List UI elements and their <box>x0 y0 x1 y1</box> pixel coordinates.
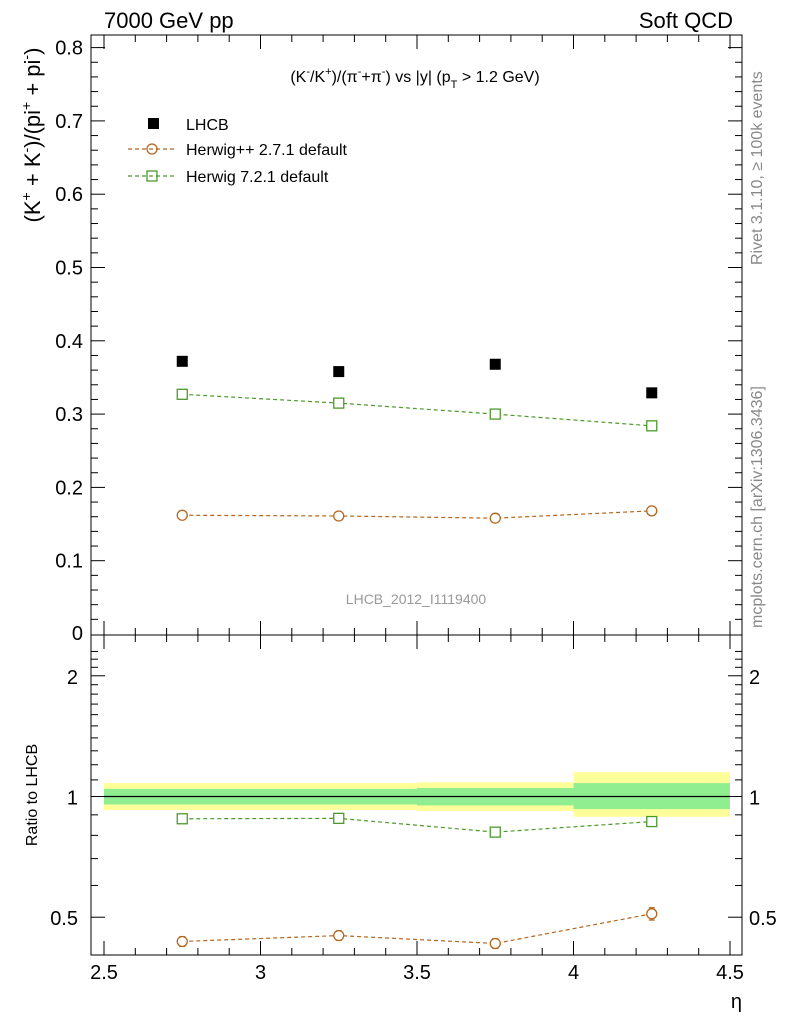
mcplots-label: mcplots.cern.ch [arXiv:1306.3436] <box>749 386 766 628</box>
main-y-tick-label: 0.1 <box>55 551 83 573</box>
main-data-point <box>176 355 188 367</box>
main-series-line <box>182 393 652 427</box>
main-y-tick-label: 0.3 <box>55 404 83 426</box>
x-tick-label: 3 <box>255 962 266 984</box>
main-mc-point <box>489 512 501 524</box>
main-data-point <box>333 366 345 378</box>
legend-label-herwigpp: Herwig++ 2.7.1 default <box>186 142 348 159</box>
main-y-tick-label: 0.2 <box>55 477 83 499</box>
main-mc-point <box>333 397 345 409</box>
legend-label-lhcb: LHCB <box>186 117 229 134</box>
main-plot-panel: 0.1 0.2 0.3 0.4 0.5 0.6 0.7 0.8 0 (K-/K+)/(π-+π-… <box>18 34 743 645</box>
main-series-line <box>182 510 652 519</box>
header-energy-label: 7000 GeV pp <box>104 8 234 33</box>
main-mc-point <box>646 505 658 517</box>
header-category-label: Soft QCD <box>639 8 733 33</box>
legend-marker-herwig7 <box>146 170 158 182</box>
ratio-mc-point <box>176 935 188 948</box>
legend-marker-lhcb <box>148 118 159 129</box>
main-data-point <box>646 387 658 399</box>
analysis-watermark: LHCB_2012_I1119400 <box>346 591 487 607</box>
ratio-y-tick-label: 2 <box>67 667 78 689</box>
rivet-version-label: Rivet 3.1.10, ≥ 100k events <box>749 71 766 265</box>
ratio-ticks: 0.5 0.5 1 1 2 2 2.5 3 3.5 4 4.5 <box>50 635 777 984</box>
x-tick-label: 4.5 <box>716 962 744 984</box>
main-plot-title: (K-/K+)/(π-+π-) vs |y| (pT > 1.2 GeV) <box>290 66 539 91</box>
main-y-tick-label: 0.4 <box>55 331 83 353</box>
main-y-zero-label: 0 <box>72 623 83 645</box>
ratio-y-tick-label: 0.5 <box>50 908 78 930</box>
ratio-series-line <box>182 913 652 945</box>
ratio-mc-point <box>176 813 188 825</box>
main-y-axis-label: (K+ + K-)/(pi+ + pi-) <box>18 48 45 223</box>
ratio-mc-point <box>646 815 658 828</box>
x-tick-label: 4 <box>568 962 579 984</box>
ratio-series-line <box>182 817 652 833</box>
ratio-mc-point <box>333 812 345 825</box>
ratio-mc-point <box>489 937 501 950</box>
main-y-tick-label: 0.6 <box>55 184 83 206</box>
legend: LHCB Herwig++ 2.7.1 default Herwig 7.2.1… <box>128 117 348 186</box>
main-mc-point <box>176 388 188 400</box>
ratio-mc-point <box>646 908 658 920</box>
main-mc-point <box>489 408 501 420</box>
ratio-uncertainty-bands <box>104 772 730 817</box>
x-tick-label: 2.5 <box>90 962 118 984</box>
ratio-series <box>176 812 658 950</box>
ratio-y-tick-label-right: 0.5 <box>749 908 777 930</box>
x-axis-label: η <box>731 991 742 1013</box>
main-y-tick-label: 0.7 <box>55 111 83 133</box>
legend-label-herwig7: Herwig 7.2.1 default <box>186 169 329 186</box>
main-data-point <box>489 358 501 370</box>
x-tick-label: 3.5 <box>403 962 431 984</box>
ratio-mc-point <box>333 929 345 942</box>
ratio-mc-point <box>489 826 501 838</box>
legend-marker-herwigpp <box>146 143 158 155</box>
main-series <box>176 355 658 524</box>
ratio-y-tick-label: 1 <box>67 788 78 810</box>
main-y-tick-label: 0.5 <box>55 258 83 280</box>
ratio-plot-frame <box>90 634 743 956</box>
ratio-y-axis-label: Ratio to LHCB <box>24 744 41 846</box>
main-mc-point <box>646 420 658 432</box>
main-mc-point <box>176 509 188 521</box>
main-ticks: 0.1 0.2 0.3 0.4 0.5 0.6 0.7 0.8 0 <box>55 35 742 645</box>
ratio-plot-panel: 0.5 0.5 1 1 2 2 2.5 3 3.5 4 4.5 Ratio to LHCB η <box>24 634 777 1013</box>
ratio-y-tick-label-right: 1 <box>749 788 760 810</box>
main-y-tick-label: 0.8 <box>55 38 83 60</box>
main-mc-point <box>333 510 345 522</box>
ratio-y-tick-label-right: 2 <box>749 667 760 689</box>
